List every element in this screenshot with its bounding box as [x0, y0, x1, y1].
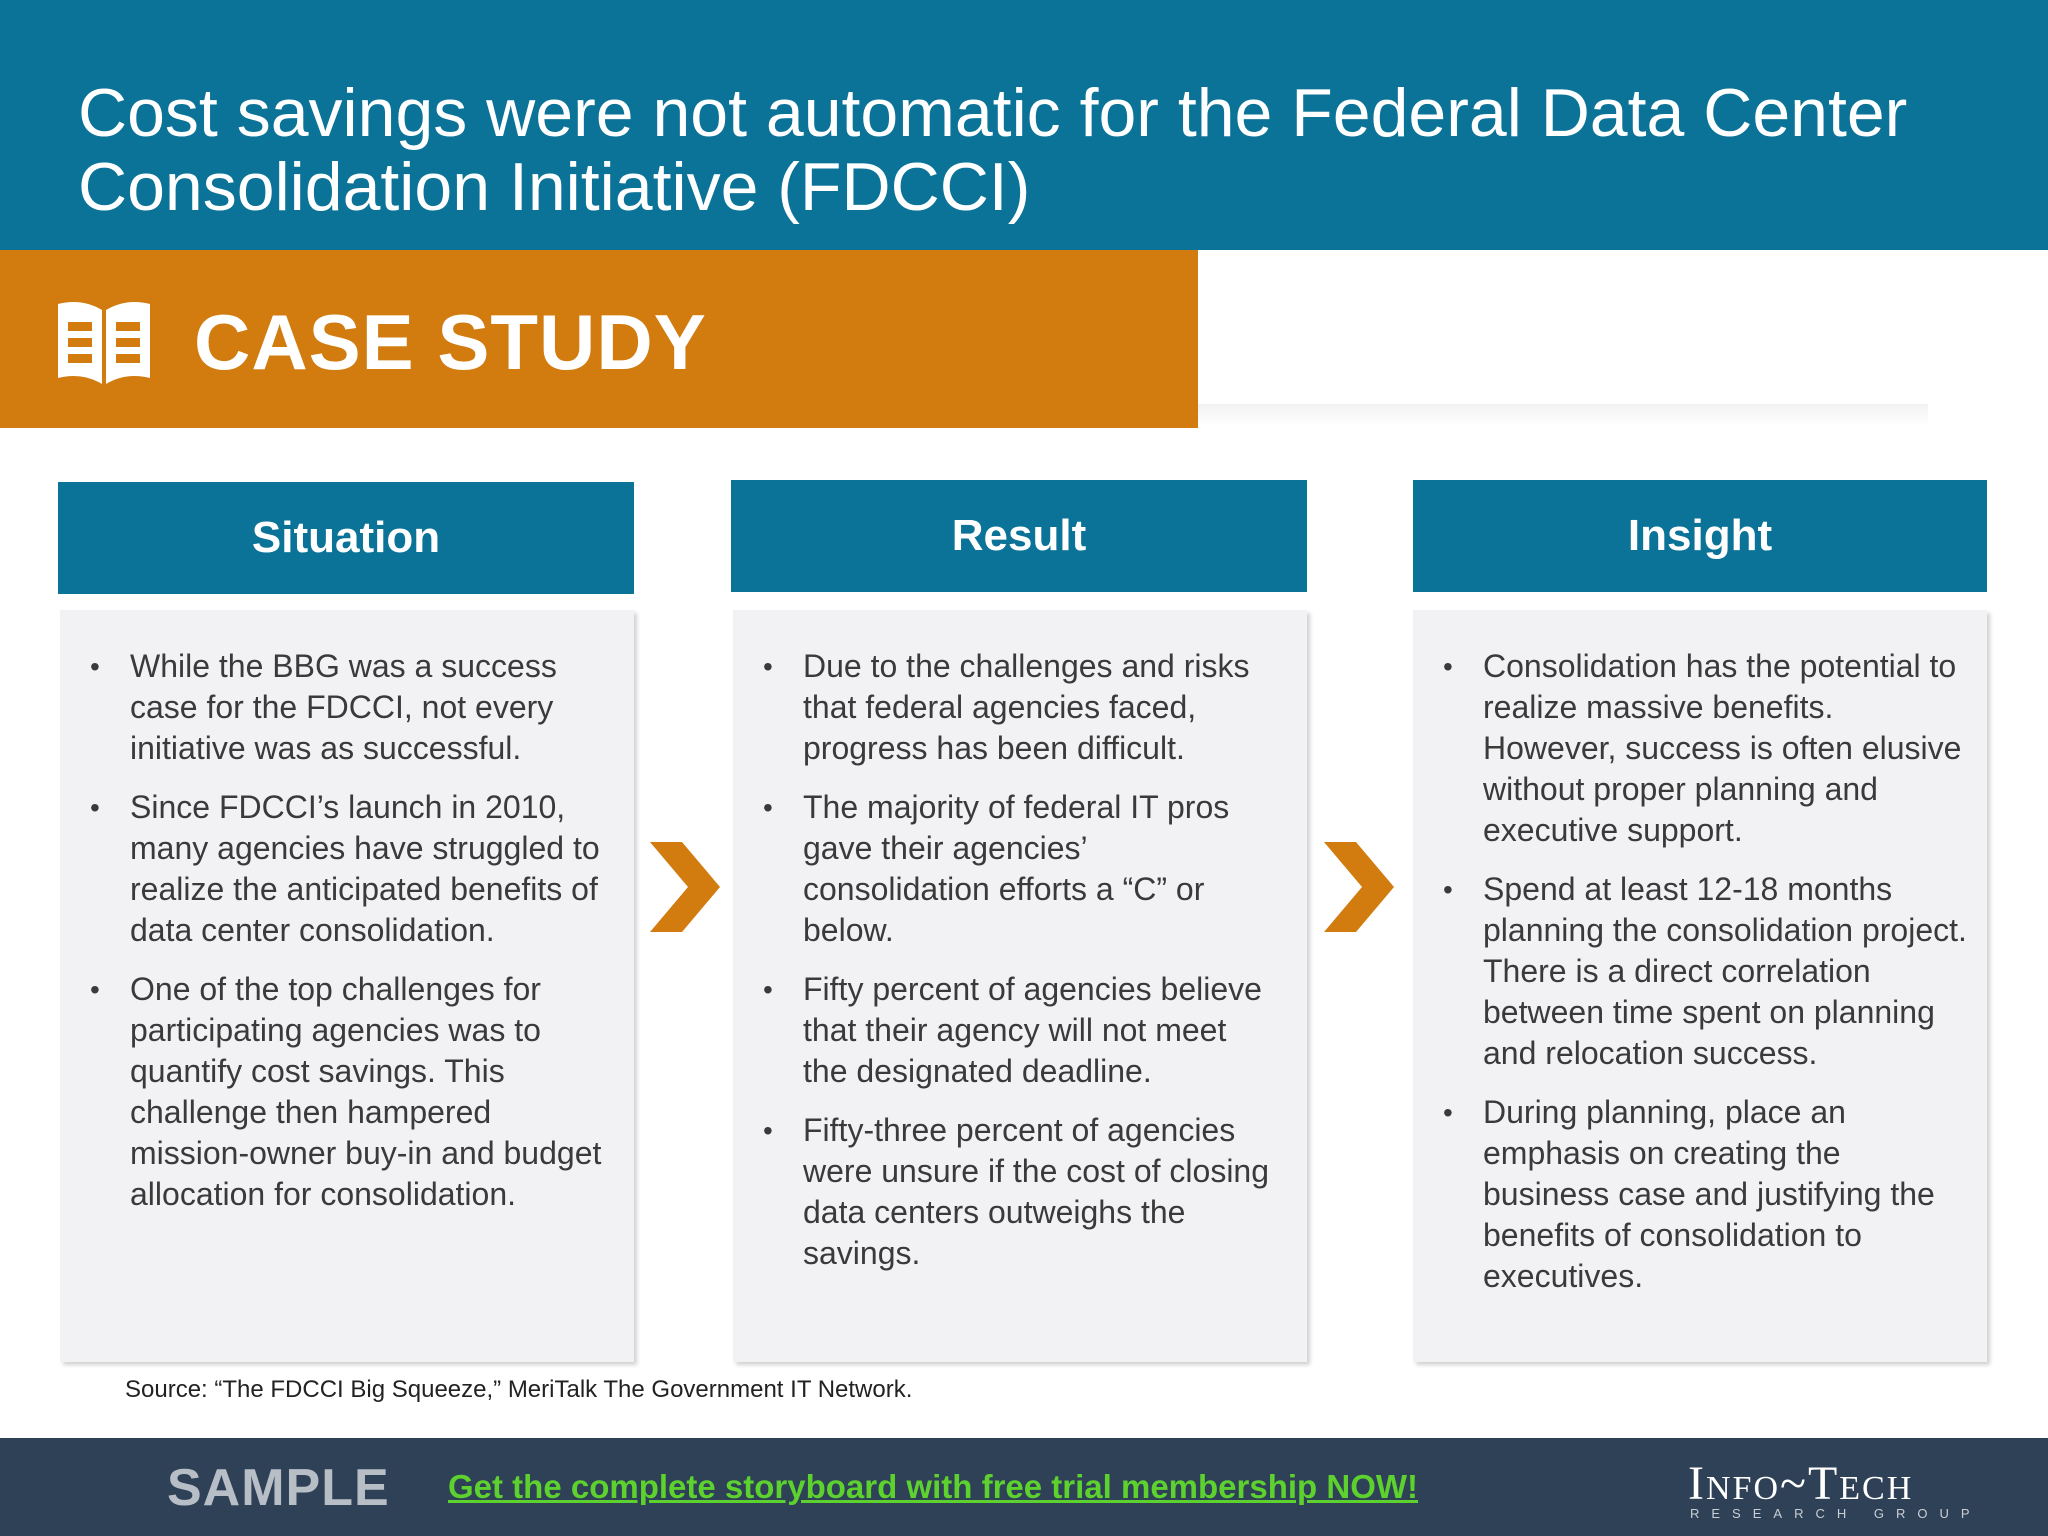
column-body-situation: While the BBG was a success case for the…	[60, 610, 634, 1362]
info-tech-logo: Info~Tech	[1688, 1457, 1914, 1510]
case-study-banner	[0, 250, 1198, 428]
column-header-label: Situation	[251, 513, 441, 562]
column-body-result: Due to the challenges and risks that fed…	[733, 610, 1307, 1362]
slide-title: Cost savings were not automatic for the …	[78, 75, 1908, 225]
bullet-item: During planning, place an emphasis on cr…	[1413, 1092, 1967, 1297]
column-body-insight: Consolidation has the potential to reali…	[1413, 610, 1987, 1362]
bullet-item: One of the top challenges for participat…	[60, 969, 606, 1215]
bullet-item: Spend at least 12-18 months planning the…	[1413, 869, 1967, 1074]
column-header-label: Result	[951, 511, 1087, 560]
bullet-item: Fifty percent of agencies believe that t…	[733, 969, 1279, 1092]
bullet-item: While the BBG was a success case for the…	[60, 646, 606, 769]
trial-membership-link[interactable]: Get the complete storyboard with free tr…	[448, 1468, 1419, 1505]
info-tech-logo-subtitle: RESEARCH GROUP	[1690, 1506, 1982, 1521]
footer-bar	[0, 1438, 2048, 1536]
source-citation: Source: “The FDCCI Big Squeeze,” MeriTal…	[125, 1376, 913, 1403]
bullet-item: Due to the challenges and risks that fed…	[733, 646, 1279, 769]
chevron-right-icon	[1324, 842, 1394, 932]
bullet-item: Since FDCCI’s launch in 2010, many agenc…	[60, 787, 606, 951]
title-bar: Cost savings were not automatic for the …	[0, 0, 2048, 250]
column-header-situation: Situation	[58, 482, 634, 594]
column-header-label: Insight	[1627, 511, 1773, 560]
bullet-item: The majority of federal IT pros gave the…	[733, 787, 1279, 951]
bullet-item: Consolidation has the potential to reali…	[1413, 646, 1967, 851]
bullet-item: Fifty-three percent of agencies were uns…	[733, 1110, 1279, 1274]
column-header-insight: Insight	[1413, 480, 1987, 592]
column-header-result: Result	[731, 480, 1307, 592]
chevron-right-icon	[650, 842, 720, 932]
open-book-icon	[58, 302, 150, 384]
banner-shadow	[1198, 404, 1928, 426]
case-study-label: CASE STUDY	[194, 298, 707, 386]
sample-watermark: SAMPLE	[167, 1459, 390, 1517]
